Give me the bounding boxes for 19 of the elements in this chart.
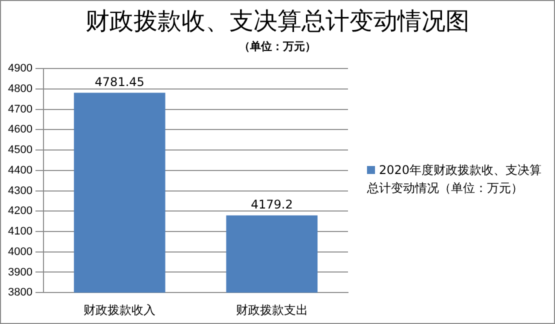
x-tick-label: 财政拨款支出 — [236, 303, 308, 318]
y-tick-label: 4400 — [8, 164, 32, 176]
x-tick-label: 财政拨款收入 — [84, 303, 156, 318]
legend-label: 2020年度财政拨款收、支决算总计变动情况（单位：万元） — [367, 162, 543, 197]
y-tick-label: 4000 — [8, 246, 32, 258]
data-label: 4179.2 — [250, 198, 293, 212]
chart-title: 财政拨款收、支决算总计变动情况图 — [84, 6, 470, 37]
y-tick-label: 4300 — [8, 184, 32, 197]
y-tick-label: 4900 — [8, 62, 32, 75]
y-tick-label: 4500 — [8, 144, 32, 156]
y-tick-label: 3800 — [8, 286, 32, 299]
data-label: 4781.45 — [94, 74, 144, 89]
chart-subtitle: （单位：万元） — [238, 39, 317, 54]
y-tick-label: 4800 — [8, 82, 32, 95]
y-tick-label: 4700 — [8, 103, 32, 116]
y-tick-label: 4200 — [8, 205, 32, 218]
y-tick-label: 3900 — [8, 266, 32, 278]
y-tick-label: 4600 — [8, 124, 32, 136]
y-tick-label: 4100 — [8, 226, 32, 238]
